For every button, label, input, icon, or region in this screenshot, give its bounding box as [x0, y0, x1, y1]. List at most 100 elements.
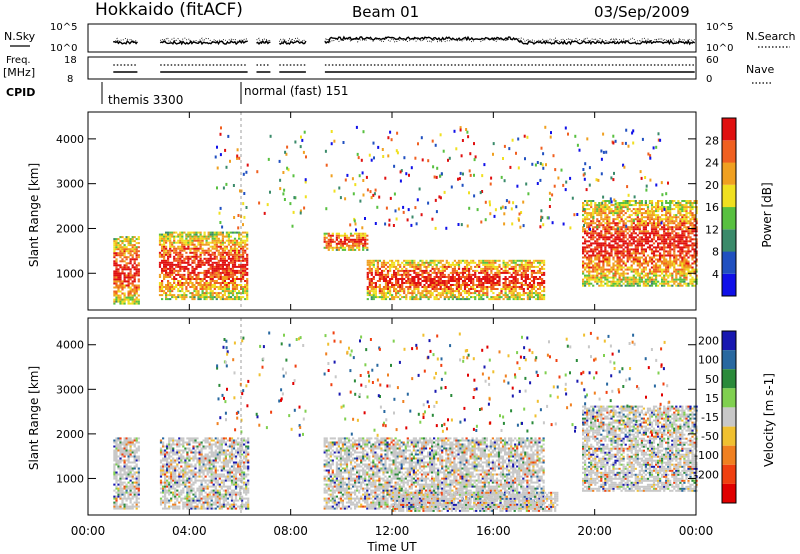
power-cell: [258, 201, 261, 205]
power-cell: [453, 265, 456, 268]
power-cell: [179, 253, 182, 256]
power-cell: [429, 273, 432, 276]
power-cell: [482, 267, 485, 270]
power-cell: [679, 282, 682, 285]
power-cell: [329, 246, 332, 249]
power-cell: [557, 176, 560, 180]
power-cell: [667, 266, 670, 269]
power-cell: [484, 294, 487, 297]
power-cell: [626, 210, 629, 213]
power-cell: [397, 286, 400, 288]
power-cell: [636, 270, 639, 273]
power-cell: [584, 256, 587, 259]
power-cell: [693, 268, 696, 271]
power-cell: [588, 224, 591, 227]
power-cell: [685, 208, 688, 211]
power-cell: [229, 296, 233, 299]
power-cell: [646, 246, 650, 249]
power-cell: [227, 284, 230, 286]
power-cell: [488, 263, 491, 266]
power-cell: [681, 214, 684, 217]
power-cell: [616, 254, 619, 257]
power-cell: [121, 266, 124, 269]
power-cell: [610, 222, 613, 225]
power-cell: [661, 210, 664, 213]
power-cell: [349, 244, 353, 247]
power-cell: [161, 255, 164, 258]
power-cell: [490, 176, 493, 180]
power-cell: [597, 178, 600, 182]
power-cell: [665, 218, 668, 221]
power-cell: [695, 238, 698, 241]
power-cell: [372, 282, 375, 284]
power-cell: [244, 239, 247, 242]
power-cell: [193, 251, 196, 254]
power-cell: [341, 240, 344, 243]
power-cell: [199, 251, 202, 254]
power-cell: [673, 252, 676, 255]
power-cell: [667, 262, 670, 265]
power-cell: [622, 204, 625, 207]
power-cell: [655, 264, 658, 267]
power-cell: [455, 286, 458, 288]
power-cell: [506, 296, 509, 299]
power-cell: [620, 240, 623, 243]
power-cell: [165, 273, 168, 276]
power-cell: [368, 265, 371, 268]
power-cell: [435, 284, 438, 286]
freq-tick-top: 18: [64, 55, 77, 66]
power-cell: [669, 208, 672, 211]
power-cell: [663, 270, 666, 273]
power-cell: [488, 278, 491, 280]
power-cell: [231, 280, 235, 282]
power-cell: [163, 273, 166, 276]
power-cell: [486, 261, 489, 264]
power-cell: [645, 184, 648, 188]
power-cell: [470, 286, 473, 288]
power-cell: [119, 264, 122, 267]
power-cell: [616, 206, 619, 209]
power-cell: [510, 267, 513, 270]
power-cell: [626, 272, 629, 275]
power-cell: [411, 290, 414, 293]
power-cell: [661, 254, 664, 257]
power-cell: [679, 212, 682, 215]
power-cell: [131, 276, 134, 279]
power-cell: [634, 210, 637, 213]
power-cell: [490, 259, 493, 262]
power-cell: [121, 236, 124, 239]
power-cell: [510, 288, 513, 290]
power-cell: [453, 129, 456, 133]
power-cell: [586, 244, 589, 247]
power-cell: [242, 276, 245, 278]
power-cell: [608, 256, 611, 259]
power-cell: [195, 280, 198, 282]
power-cell: [474, 155, 477, 159]
power-cell: [199, 233, 202, 236]
power-cell: [673, 256, 676, 259]
power-cell: [378, 278, 381, 280]
power-cell: [504, 284, 507, 286]
power-cell: [669, 238, 672, 241]
power-cell: [657, 200, 660, 202]
power-cell: [520, 263, 523, 266]
power-cell: [632, 219, 635, 223]
power-cell: [600, 270, 603, 273]
power-cell: [652, 226, 656, 229]
power-cell: [470, 292, 473, 295]
power-cell: [596, 254, 599, 257]
power-cell: [183, 239, 186, 242]
power-cell: [229, 249, 233, 252]
power-cell: [606, 276, 609, 279]
power-cell: [469, 152, 472, 156]
power-cell: [447, 292, 450, 295]
power-cell: [421, 290, 424, 293]
power-cell: [358, 234, 361, 237]
power-cell: [429, 280, 432, 282]
power-cell: [305, 155, 307, 159]
power-cell: [197, 265, 200, 268]
power-cell: [588, 266, 591, 269]
power-cell: [135, 286, 138, 289]
power-cell: [685, 282, 688, 285]
power-cell: [626, 250, 629, 253]
